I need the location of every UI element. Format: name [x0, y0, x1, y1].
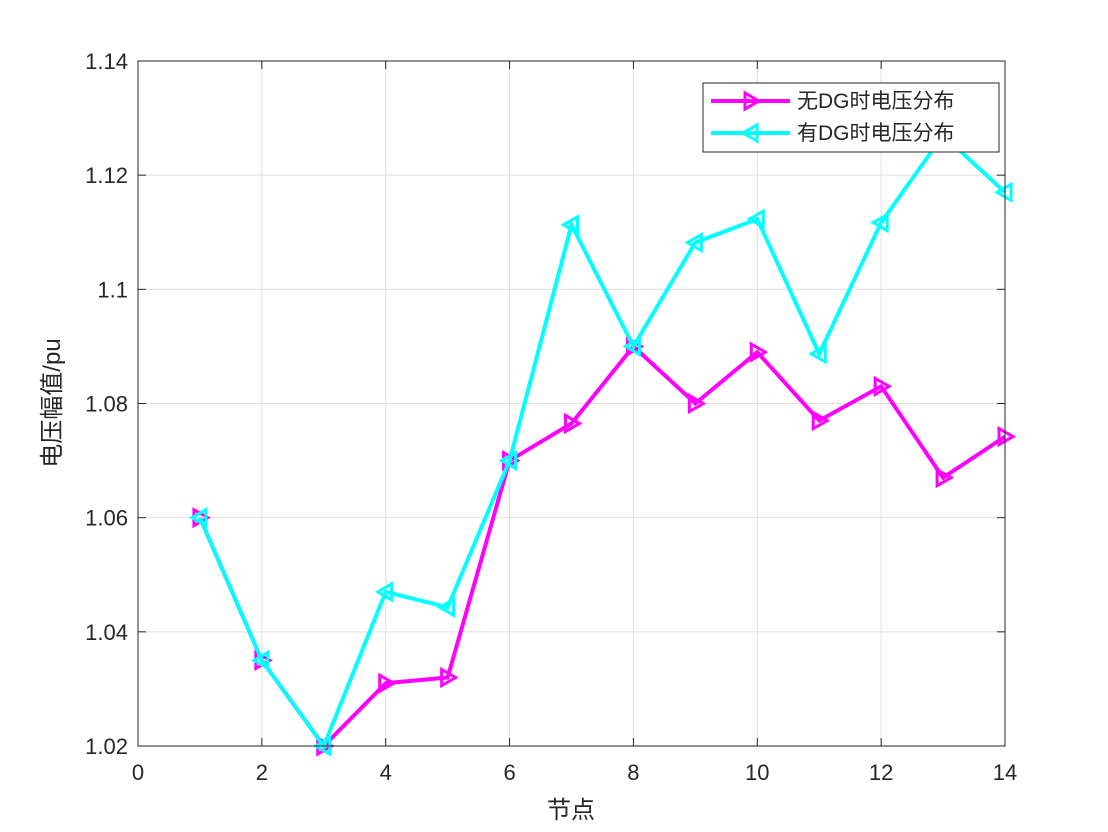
x-axis-label: 节点 — [547, 797, 595, 824]
data-point — [436, 596, 456, 618]
legend-marker — [739, 122, 759, 144]
legend-entry: 有DG时电压分布 — [711, 122, 955, 145]
data-point — [684, 231, 703, 254]
y-tick-label: 1.08 — [85, 392, 128, 417]
data-point — [746, 208, 765, 230]
data-point — [687, 392, 707, 415]
legend-label: 无DG时电压分布 — [797, 90, 955, 113]
legend-entry: 无DG时电压分布 — [711, 90, 955, 113]
y-tick-label: 1.14 — [85, 49, 128, 74]
x-tick-label: 6 — [503, 760, 515, 785]
data-point — [749, 341, 769, 363]
legend-box — [702, 82, 1000, 153]
y-tick-label: 1.06 — [85, 506, 128, 531]
data-point — [188, 507, 208, 529]
data-point — [250, 649, 270, 671]
data-point — [440, 666, 459, 689]
data-point — [498, 449, 518, 472]
data-point — [378, 672, 397, 694]
legend-label: 有DG时电压分布 — [797, 122, 955, 145]
y-tick-label: 1.02 — [85, 734, 128, 759]
series-2 — [188, 124, 1013, 757]
axis-tick-labels: 0 2 4 6 8 10 12 14 1.02 1.04 1.06 1.08 1.1 1.12 1.14 — [85, 49, 1017, 785]
y-axis-label: 电压幅值/pu — [39, 338, 66, 467]
y-tick-label: 1.04 — [85, 620, 128, 645]
x-tick-label: 12 — [869, 760, 893, 785]
data-point — [873, 375, 893, 397]
data-point — [622, 335, 641, 358]
series-2-line — [198, 132, 1007, 751]
x-tick-label: 14 — [993, 760, 1017, 785]
y-tick-label: 1.1 — [97, 277, 128, 302]
data-point — [811, 410, 831, 432]
x-tick-label: 8 — [627, 760, 639, 785]
series-layer — [188, 124, 1017, 757]
x-tick-label: 2 — [256, 760, 268, 785]
data-point — [560, 214, 579, 236]
y-tick-label: 1.12 — [85, 163, 128, 188]
data-point — [993, 181, 1013, 203]
series-1-line — [198, 343, 1007, 750]
x-tick-label: 4 — [380, 760, 392, 785]
legend-marker — [743, 90, 763, 112]
data-point — [935, 467, 955, 489]
x-tick-label: 10 — [745, 760, 769, 785]
data-point — [564, 412, 583, 435]
axis-ticks — [137, 60, 1006, 747]
x-tick-label: 0 — [132, 760, 144, 785]
data-point — [808, 343, 827, 365]
data-point — [870, 211, 889, 234]
data-point — [374, 581, 394, 603]
data-point — [997, 426, 1017, 448]
